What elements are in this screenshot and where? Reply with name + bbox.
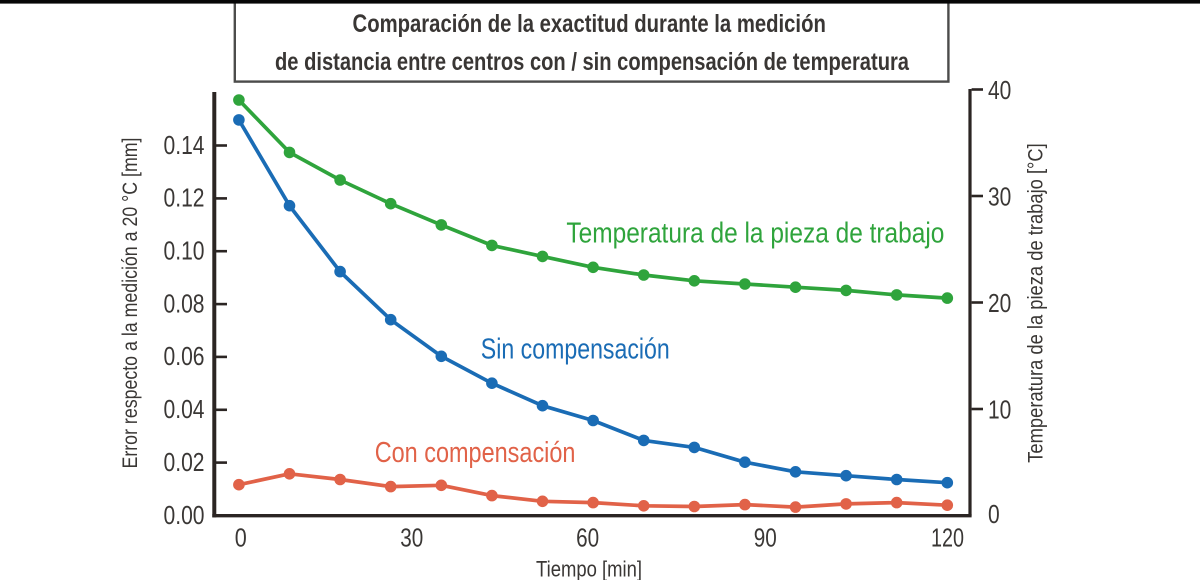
- svg-text:30: 30: [988, 181, 1011, 211]
- svg-text:20: 20: [988, 288, 1011, 318]
- svg-text:30: 30: [400, 522, 423, 552]
- svg-text:0.14: 0.14: [164, 130, 205, 160]
- svg-text:10: 10: [988, 394, 1011, 424]
- svg-text:0.10: 0.10: [164, 236, 205, 266]
- svg-text:Temperatura de la pieza de tra: Temperatura de la pieza de trabajo: [566, 218, 944, 250]
- svg-text:0.08: 0.08: [164, 288, 205, 318]
- svg-text:Tiempo [min]: Tiempo [min]: [536, 557, 642, 580]
- svg-text:0.02: 0.02: [164, 447, 205, 477]
- svg-text:120: 120: [931, 522, 964, 552]
- svg-text:Temperatura de la pieza de tra: Temperatura de la pieza de trabajo [°C]: [1024, 143, 1048, 463]
- svg-text:0.04: 0.04: [164, 394, 205, 424]
- svg-text:0.00: 0.00: [164, 500, 205, 530]
- svg-text:0: 0: [235, 522, 247, 552]
- svg-text:de distancia entre centros con: de distancia entre centros con / sin com…: [275, 48, 910, 76]
- svg-text:Sin compensación: Sin compensación: [481, 334, 670, 366]
- svg-text:0.12: 0.12: [164, 183, 205, 213]
- svg-text:90: 90: [754, 522, 777, 552]
- svg-text:40: 40: [988, 75, 1011, 105]
- svg-text:0: 0: [988, 499, 1000, 529]
- svg-text:0.06: 0.06: [164, 341, 205, 371]
- svg-text:60: 60: [576, 522, 599, 552]
- svg-text:Con compensación: Con compensación: [375, 437, 576, 469]
- svg-text:Comparación de la exactitud du: Comparación de la exactitud durante la m…: [353, 10, 826, 38]
- svg-text:Error respecto a la medición a: Error respecto a la medición a 20 °C [mm…: [118, 138, 142, 469]
